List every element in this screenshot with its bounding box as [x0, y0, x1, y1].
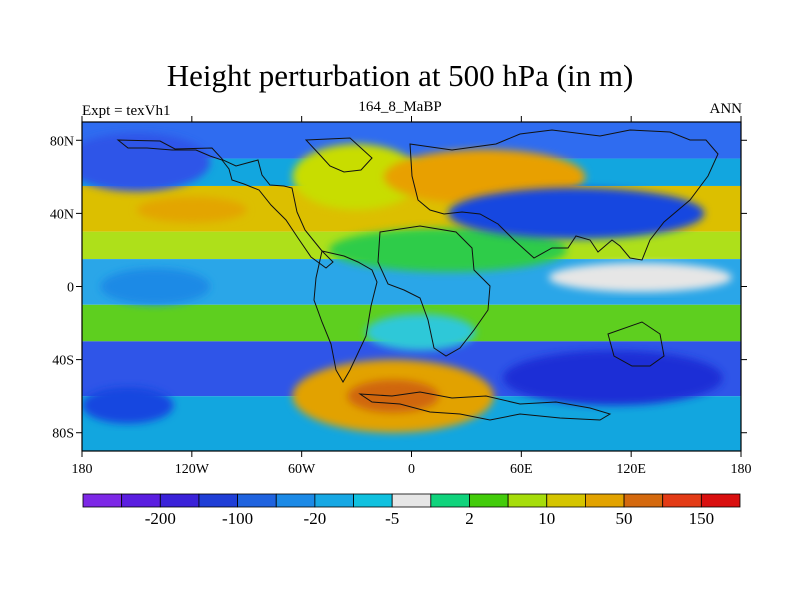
colorbar-swatch-2: [159, 493, 200, 508]
time-label: 164_8_MaBP: [358, 99, 442, 115]
colorbar-label: 10: [538, 509, 555, 528]
colorbar-swatch-11: [507, 493, 548, 508]
colorbar-swatch-7: [353, 493, 393, 508]
colorbar-swatch-16: [700, 493, 741, 508]
lon-tick-label: 60W: [288, 462, 316, 477]
experiment-label: Expt = texVh1: [82, 103, 171, 119]
field-feature-6: [548, 262, 732, 292]
colorbar-label: 2: [465, 509, 474, 528]
colorbar-swatch-6: [314, 493, 354, 508]
eurasia-outline: [409, 129, 719, 261]
north-america-outline: [116, 139, 334, 269]
colorbar-swatch-1: [121, 493, 161, 508]
australia-outline: [607, 321, 665, 367]
colorbar: -200 -100 -20 -5 2 10 50 150: [82, 493, 741, 528]
lat-tick-label: 0: [67, 281, 74, 296]
coastline-outline: [116, 129, 719, 421]
colorbar-swatch-4: [237, 493, 277, 508]
colorbar-swatch-10: [469, 493, 509, 508]
lat-tick-label: 80S: [52, 427, 74, 442]
lon-tick-label: 120W: [175, 462, 210, 477]
height-perturbation-field: [82, 122, 741, 451]
africa-outline: [377, 225, 491, 357]
colorbar-label: -5: [385, 509, 399, 528]
lon-tick-label: 0: [408, 462, 415, 477]
lat-tick-label: 80N: [50, 134, 74, 149]
map-title: Height perturbation at 500 hPa (in m): [166, 58, 634, 93]
colorbar-swatch-14: [623, 493, 664, 508]
lon-tick-label: 180: [731, 462, 752, 477]
colorbar-label: 150: [689, 509, 715, 528]
colorbar-swatch-3: [198, 493, 238, 508]
antarctica-outline: [358, 391, 612, 421]
lon-tick-label: 120E: [616, 462, 646, 477]
lon-tick-label: 60E: [510, 462, 533, 477]
lon-tick-label: 180: [72, 462, 93, 477]
field-feature-0: [82, 132, 211, 192]
field-feature-12: [365, 313, 476, 351]
map-axes: 180 120W 60W 0 60E 120E 180 80N 40N 0 40S 80S: [50, 116, 752, 477]
south-america-outline: [313, 250, 378, 383]
field-feature-10: [503, 350, 723, 406]
greenland-outline: [304, 137, 373, 173]
colorbar-swatch-12: [546, 493, 586, 508]
lat-tick-label: 40S: [52, 354, 74, 369]
colorbar-label: -20: [304, 509, 327, 528]
colorbar-label: -200: [145, 509, 176, 528]
colorbar-swatch-8: [391, 493, 432, 508]
colorbar-swatch-15: [662, 493, 702, 508]
colorbar-swatch-5: [275, 493, 316, 508]
field-feature-11: [82, 387, 174, 424]
season-label: ANN: [709, 101, 743, 117]
colorbar-swatch-9: [430, 493, 470, 508]
colorbar-swatch-13: [585, 493, 625, 508]
field-feature-1: [136, 196, 247, 223]
colorbar-label: -100: [222, 509, 253, 528]
lat-tick-label: 40N: [50, 207, 74, 222]
colorbar-swatch-0: [82, 493, 123, 508]
field-feature-7: [100, 268, 211, 305]
colorbar-label: 50: [616, 509, 633, 528]
field-feature-5: [448, 187, 705, 239]
field-feature-4: [329, 228, 568, 272]
